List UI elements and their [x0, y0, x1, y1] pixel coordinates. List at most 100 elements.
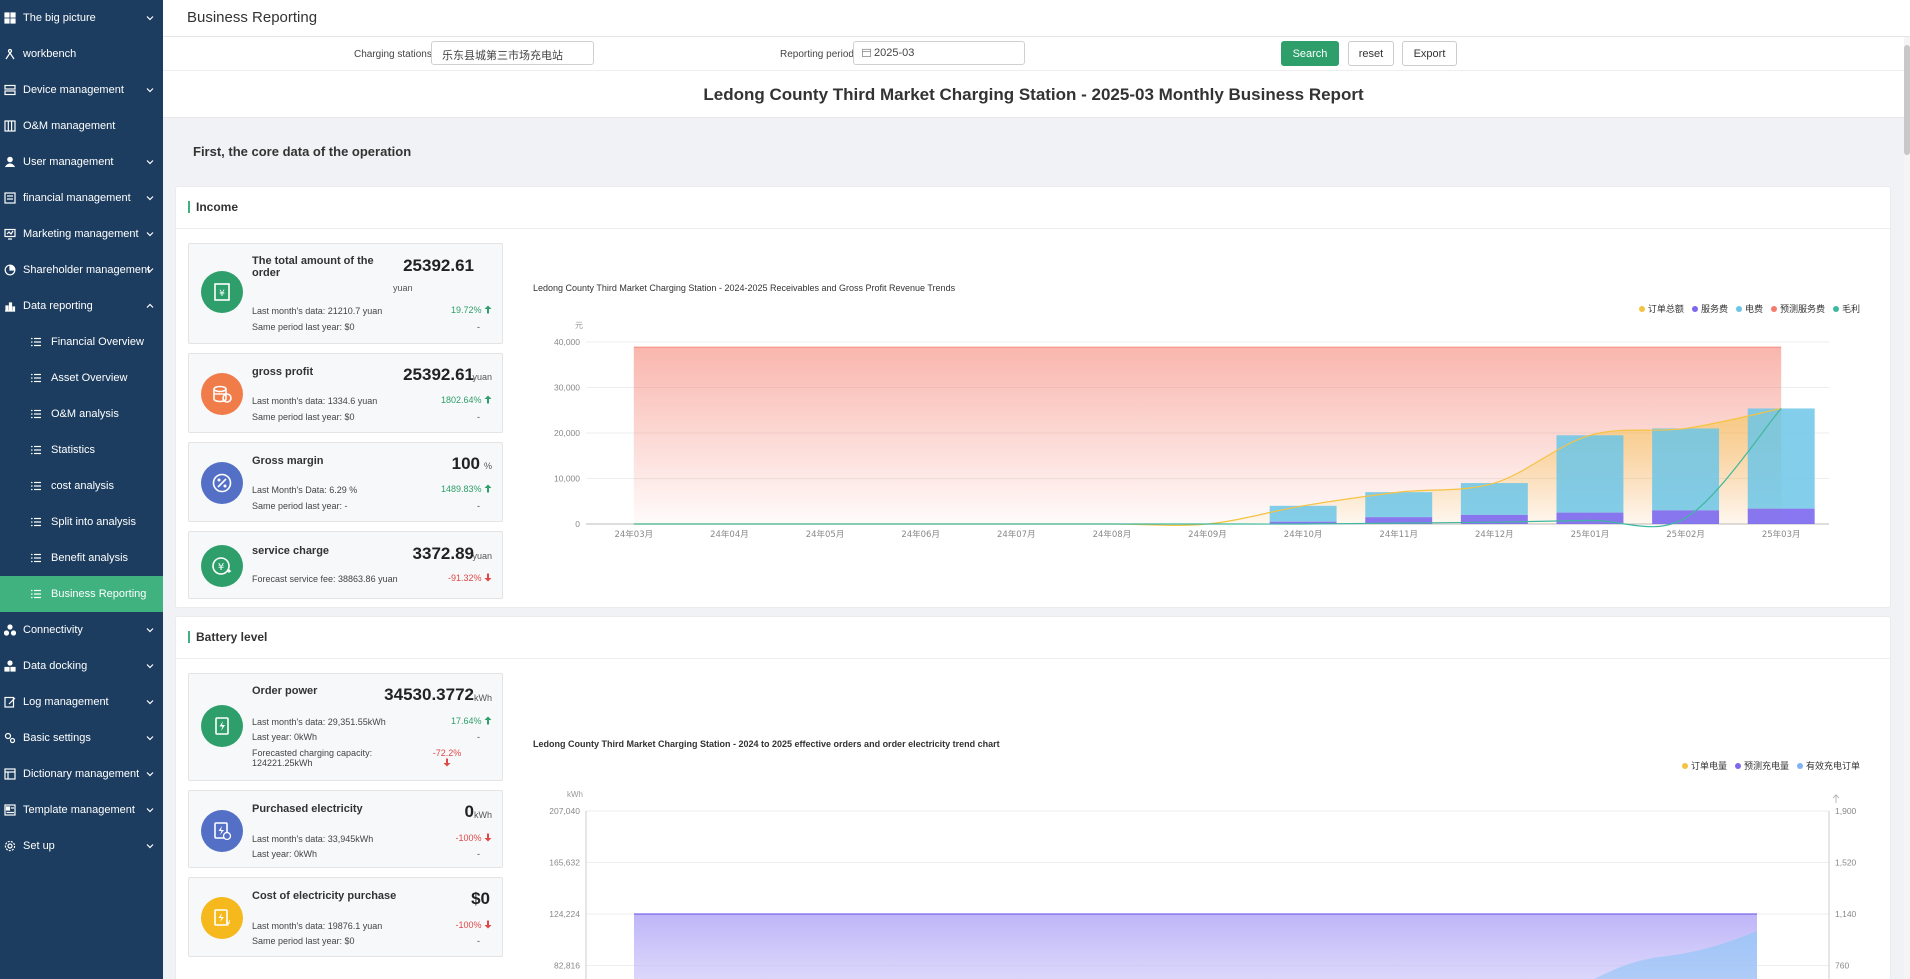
card-change-last-year: - — [477, 936, 480, 946]
sidebar-subitem-benefit-analysis[interactable]: Benefit analysis — [0, 540, 163, 576]
sidebar-item-label: Data docking — [23, 660, 88, 672]
legend-label: 订单总额 — [1647, 304, 1684, 314]
sidebar-subitem-cost-analysis[interactable]: cost analysis — [0, 468, 163, 504]
y-tick-label-right: 1,140 — [1835, 909, 1857, 919]
forecast-service-fee-area — [633, 347, 1782, 524]
sidebar-item-label: Set up — [23, 840, 55, 852]
card-value: 100 — [451, 454, 480, 473]
card-change-value: 19.72% — [450, 305, 482, 315]
card-unit: yuan — [393, 283, 413, 293]
card-change-last-month: 1802.64% — [441, 395, 492, 405]
sidebar-item-data-docking[interactable]: Data docking — [0, 648, 163, 684]
search-button[interactable]: Search — [1281, 41, 1339, 66]
card-title: Order power — [252, 685, 318, 697]
legend-item[interactable]: 服务费 — [1691, 302, 1728, 315]
sidebar-item-label: Data reporting — [23, 300, 93, 312]
card-unit: % — [483, 461, 492, 471]
chevron-down-icon — [146, 157, 154, 169]
sidebar-item-label: The big picture — [23, 12, 96, 24]
template-icon — [3, 803, 17, 817]
period-picker[interactable]: 2025-03 — [853, 41, 1025, 65]
sidebar-subitem-statistics[interactable]: Statistics — [0, 432, 163, 468]
legend-label: 预测充电量 — [1743, 761, 1789, 771]
card-title: service charge — [252, 545, 330, 557]
sidebar-item-user-management[interactable]: User management — [0, 144, 163, 180]
sidebar-item-marketing-management[interactable]: Marketing management — [0, 216, 163, 252]
legend-item[interactable]: 毛利 — [1832, 302, 1860, 315]
sidebar-item-workbench[interactable]: workbench — [0, 36, 163, 72]
svg-text:¥: ¥ — [219, 289, 225, 299]
card-unit: kWh — [474, 810, 492, 820]
sidebar-item-financial-management[interactable]: financial management — [0, 180, 163, 216]
legend-marker — [1681, 762, 1688, 769]
sidebar-subitem-financial-overview[interactable]: Financial Overview — [0, 324, 163, 360]
sidebar-item-set-up[interactable]: Set up — [0, 828, 163, 864]
arrow-down-icon — [484, 833, 492, 842]
sidebar-item-dictionary-management[interactable]: Dictionary management — [0, 756, 163, 792]
electricity-fee-bar — [1365, 492, 1433, 518]
x-tick-label: 24年06月 — [901, 529, 940, 540]
x-tick-label: 24年03月 — [614, 529, 653, 540]
sidebar-item-shareholder-management[interactable]: Shareholder management — [0, 252, 163, 288]
sidebar-item-data-reporting[interactable]: Data reporting — [0, 288, 163, 324]
station-value: 乐东县城第三市场充电站 — [442, 50, 563, 62]
edit-log-icon — [3, 695, 17, 709]
effective-orders-area — [1594, 931, 1757, 979]
legend-item[interactable]: 预测服务费 — [1770, 302, 1825, 315]
legend-marker — [1832, 305, 1839, 312]
sidebar-subitem-split-into-analysis[interactable]: Split into analysis — [0, 504, 163, 540]
sidebar-item-device-management[interactable]: Device management — [0, 72, 163, 108]
electricity-fee-bar — [1269, 505, 1337, 522]
sidebar-subitem-business-reporting[interactable]: Business Reporting — [0, 576, 163, 612]
list-icon — [29, 515, 43, 529]
card-change-value: 1802.64% — [440, 395, 482, 405]
legend-label: 订单电量 — [1690, 761, 1727, 771]
svg-text:¥: ¥ — [218, 562, 224, 573]
battery-panel: Battery level Order power 34530.3772 kWh La… — [175, 616, 1891, 979]
legend-label: 电费 — [1744, 304, 1763, 314]
sidebar-item-connectivity[interactable]: Connectivity — [0, 612, 163, 648]
x-tick-label: 24年07月 — [997, 529, 1036, 540]
x-tick-label: 24年09月 — [1188, 529, 1227, 540]
service-fee-bar — [1652, 510, 1720, 524]
forecast-charging-area — [634, 914, 1757, 979]
sidebar-item-basic-settings[interactable]: Basic settings — [0, 720, 163, 756]
station-label: Charging stations — [354, 49, 432, 60]
sidebar-item-log-management[interactable]: Log management — [0, 684, 163, 720]
sidebar-subitem-asset-overview[interactable]: Asset Overview — [0, 360, 163, 396]
metric-card: ¥ The total amount of the order 25392.61 yu… — [188, 243, 503, 344]
monitor-icon — [3, 227, 17, 241]
reset-button[interactable]: reset — [1348, 41, 1394, 66]
card-change-value: -100% — [455, 920, 482, 930]
card-change-last-month: 1489.83% — [441, 484, 492, 494]
card-value: $0 — [471, 889, 490, 908]
sidebar-subitem-oandm-analysis[interactable]: O&M analysis — [0, 396, 163, 432]
bar-chart-icon — [3, 299, 17, 313]
sidebar-item-label: User management — [23, 156, 114, 168]
sidebar-item-oandm-management[interactable]: O&M management — [0, 108, 163, 144]
x-tick-label: 25年02月 — [1666, 529, 1705, 540]
card-change-last-year: - — [477, 412, 480, 422]
legend-item[interactable]: 订单总额 — [1638, 302, 1684, 315]
x-tick-label: 24年05月 — [806, 529, 845, 540]
sidebar-item-the-big-picture[interactable]: The big picture — [0, 0, 163, 36]
section-heading-core-data: First, the core data of the operation — [193, 144, 412, 159]
arrow-up-icon — [484, 305, 492, 314]
legend-item[interactable]: 有效充电订单 — [1796, 759, 1860, 772]
list-icon — [29, 551, 43, 565]
card-unit: yuan — [472, 551, 492, 561]
sidebar-item-template-management[interactable]: Template management — [0, 792, 163, 828]
scrollbar-thumb[interactable] — [1904, 45, 1910, 155]
page-scrollbar[interactable] — [1904, 37, 1910, 979]
legend-item[interactable]: 订单电量 — [1681, 759, 1727, 772]
card-change-forecast: -72.2% — [432, 748, 462, 768]
export-button[interactable]: Export — [1402, 41, 1457, 66]
electricity-chart-legend: 订单电量 预测充电量 有效充电订单 — [1681, 759, 1860, 772]
power-icon — [201, 705, 243, 747]
legend-item[interactable]: 预测充电量 — [1734, 759, 1789, 772]
station-select[interactable]: 乐东县城第三市场充电站 — [431, 41, 594, 65]
svg-text:¥: ¥ — [225, 919, 230, 928]
legend-marker — [1734, 762, 1741, 769]
x-tick-label: 25年03月 — [1762, 529, 1801, 540]
legend-item[interactable]: 电费 — [1735, 302, 1763, 315]
